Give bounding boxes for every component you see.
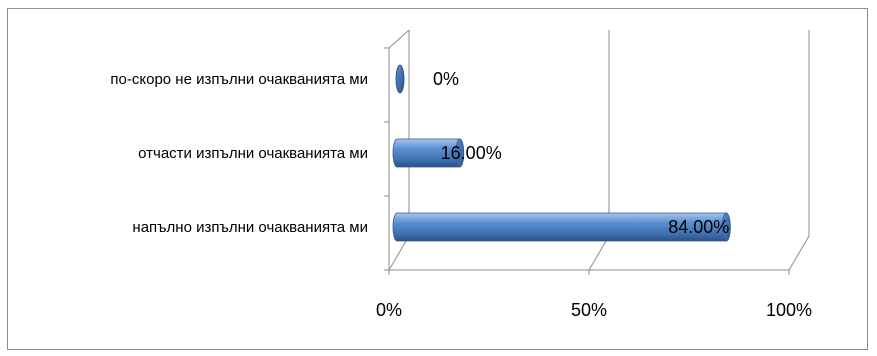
- category-label-1: отчасти изпълни очакванията ми: [138, 145, 368, 162]
- category-label-2: напълно изпълни очакванията ми: [132, 219, 368, 236]
- data-label-0: 0%: [433, 69, 459, 89]
- data-label-2: 84.00%: [668, 217, 729, 237]
- floor-gridline-0: [388, 235, 410, 271]
- category-label-0: по-скоро не изпълни очакванията ми: [110, 71, 368, 88]
- x-tick-label-1: 50%: [571, 300, 607, 320]
- bars-group: [392, 64, 731, 242]
- floor-gridline-1: [588, 235, 610, 271]
- floor-gridline-2: [788, 235, 810, 271]
- bar-cap-1: [455, 138, 465, 168]
- x-tick-label-2: 100%: [766, 300, 812, 320]
- bar-0: [395, 64, 405, 94]
- bar-1: [392, 138, 465, 168]
- bar-2: [392, 212, 731, 242]
- x-tick-label-0: 0%: [376, 300, 402, 320]
- labels-group: 0% 50% 100% по-скоро не изпълни очакванията…: [110, 69, 812, 320]
- chart-frame: [7, 8, 868, 350]
- axes-group: [384, 29, 810, 275]
- bar-cap-2: [721, 212, 731, 242]
- data-label-1: 16.00%: [441, 143, 502, 163]
- left-wall-top-edge: [388, 29, 410, 49]
